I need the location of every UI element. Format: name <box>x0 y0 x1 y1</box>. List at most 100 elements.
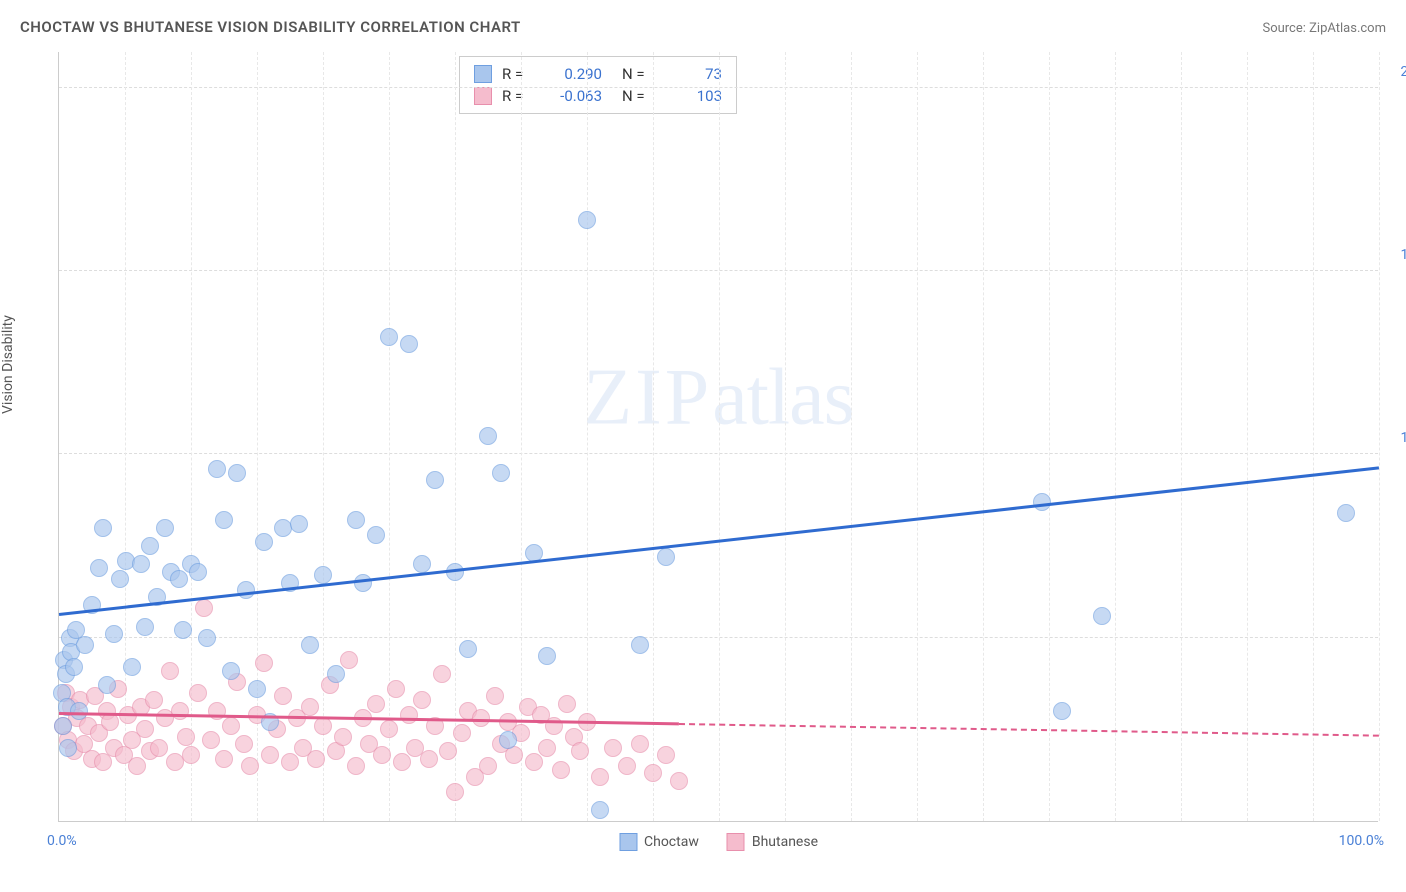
scatter-point-bhutanese <box>128 757 146 775</box>
scatter-point-bhutanese <box>215 750 233 768</box>
swatch-bhutanese <box>474 87 492 105</box>
scatter-point-bhutanese <box>202 731 220 749</box>
scatter-point-bhutanese <box>307 750 325 768</box>
scatter-point-bhutanese <box>182 746 200 764</box>
scatter-point-bhutanese <box>670 772 688 790</box>
bottom-legend: Choctaw Bhutanese <box>619 833 818 851</box>
gridline-v <box>1115 52 1116 821</box>
gridline-v <box>1247 52 1248 821</box>
scatter-point-bhutanese <box>631 735 649 753</box>
scatter-point-bhutanese <box>347 757 365 775</box>
scatter-point-choctaw <box>94 519 112 537</box>
scatter-point-choctaw <box>1337 504 1355 522</box>
scatter-point-bhutanese <box>301 698 319 716</box>
scatter-point-choctaw <box>98 676 116 694</box>
scatter-point-choctaw <box>237 581 255 599</box>
scatter-point-bhutanese <box>446 783 464 801</box>
gridline-v <box>323 52 324 821</box>
scatter-point-choctaw <box>248 680 266 698</box>
scatter-point-bhutanese <box>453 724 471 742</box>
scatter-point-bhutanese <box>558 695 576 713</box>
scatter-point-choctaw <box>59 739 77 757</box>
n-label: N = <box>622 65 652 83</box>
scatter-point-bhutanese <box>281 753 299 771</box>
gridline-v <box>389 52 390 821</box>
scatter-point-choctaw <box>499 731 517 749</box>
scatter-point-bhutanese <box>274 687 292 705</box>
r-value: 0.290 <box>542 65 602 83</box>
scatter-point-choctaw <box>136 618 154 636</box>
scatter-point-choctaw <box>132 555 150 573</box>
scatter-point-bhutanese <box>189 684 207 702</box>
scatter-point-bhutanese <box>439 742 457 760</box>
scatter-point-bhutanese <box>400 706 418 724</box>
scatter-point-bhutanese <box>241 757 259 775</box>
scatter-point-choctaw <box>54 717 72 735</box>
scatter-point-choctaw <box>367 526 385 544</box>
scatter-point-choctaw <box>198 629 216 647</box>
scatter-point-choctaw <box>111 570 129 588</box>
scatter-point-choctaw <box>591 801 609 819</box>
scatter-point-bhutanese <box>420 750 438 768</box>
scatter-point-bhutanese <box>644 764 662 782</box>
y-axis-label: Vision Disability <box>0 315 16 414</box>
stats-row-choctaw: R =0.290N =73 <box>474 63 722 85</box>
legend-item: Bhutanese <box>727 833 818 851</box>
scatter-point-choctaw <box>380 328 398 346</box>
gridline-v <box>1049 52 1050 821</box>
scatter-point-bhutanese <box>571 742 589 760</box>
scatter-point-bhutanese <box>433 665 451 683</box>
gridline-v <box>653 52 654 821</box>
chart-title: CHOCTAW VS BHUTANESE VISION DISABILITY C… <box>20 18 521 36</box>
scatter-point-choctaw <box>347 511 365 529</box>
gridline-v <box>719 52 720 821</box>
scatter-point-choctaw <box>492 464 510 482</box>
gridline-v <box>587 52 588 821</box>
gridline-v <box>983 52 984 821</box>
gridline-v <box>851 52 852 821</box>
scatter-point-bhutanese <box>340 651 358 669</box>
gridline-v <box>1313 52 1314 821</box>
scatter-point-bhutanese <box>136 720 154 738</box>
scatter-point-bhutanese <box>657 746 675 764</box>
scatter-point-bhutanese <box>604 739 622 757</box>
y-tick-label: 5.0% <box>1383 614 1406 630</box>
legend-label: Choctaw <box>644 834 699 850</box>
scatter-point-choctaw <box>141 537 159 555</box>
scatter-point-choctaw <box>208 460 226 478</box>
scatter-point-choctaw <box>578 211 596 229</box>
scatter-point-choctaw <box>174 621 192 639</box>
gridline-v <box>917 52 918 821</box>
n-value: 103 <box>662 87 722 105</box>
scatter-point-choctaw <box>189 563 207 581</box>
scatter-point-choctaw <box>459 640 477 658</box>
n-value: 73 <box>662 65 722 83</box>
source-label: Source: ZipAtlas.com <box>1262 21 1386 36</box>
scatter-point-choctaw <box>400 335 418 353</box>
scatter-point-choctaw <box>426 471 444 489</box>
scatter-point-bhutanese <box>618 757 636 775</box>
legend-swatch <box>727 833 745 851</box>
scatter-point-bhutanese <box>591 768 609 786</box>
scatter-point-bhutanese <box>334 728 352 746</box>
scatter-point-bhutanese <box>222 717 240 735</box>
scatter-point-choctaw <box>65 658 83 676</box>
scatter-point-bhutanese <box>486 687 504 705</box>
scatter-point-choctaw <box>301 636 319 654</box>
scatter-point-choctaw <box>1053 702 1071 720</box>
scatter-point-bhutanese <box>552 761 570 779</box>
r-value: -0.063 <box>542 87 602 105</box>
legend-item: Choctaw <box>619 833 699 851</box>
scatter-point-bhutanese <box>171 702 189 720</box>
gridline-v <box>1379 52 1380 821</box>
scatter-point-choctaw <box>76 636 94 654</box>
legend-label: Bhutanese <box>752 834 818 850</box>
scatter-point-bhutanese <box>367 695 385 713</box>
gridline-v <box>1181 52 1182 821</box>
scatter-point-bhutanese <box>208 702 226 720</box>
scatter-point-bhutanese <box>177 728 195 746</box>
gridline-v <box>455 52 456 821</box>
x-max-label: 100.0% <box>1339 833 1384 849</box>
scatter-point-bhutanese <box>94 753 112 771</box>
scatter-point-choctaw <box>631 636 649 654</box>
